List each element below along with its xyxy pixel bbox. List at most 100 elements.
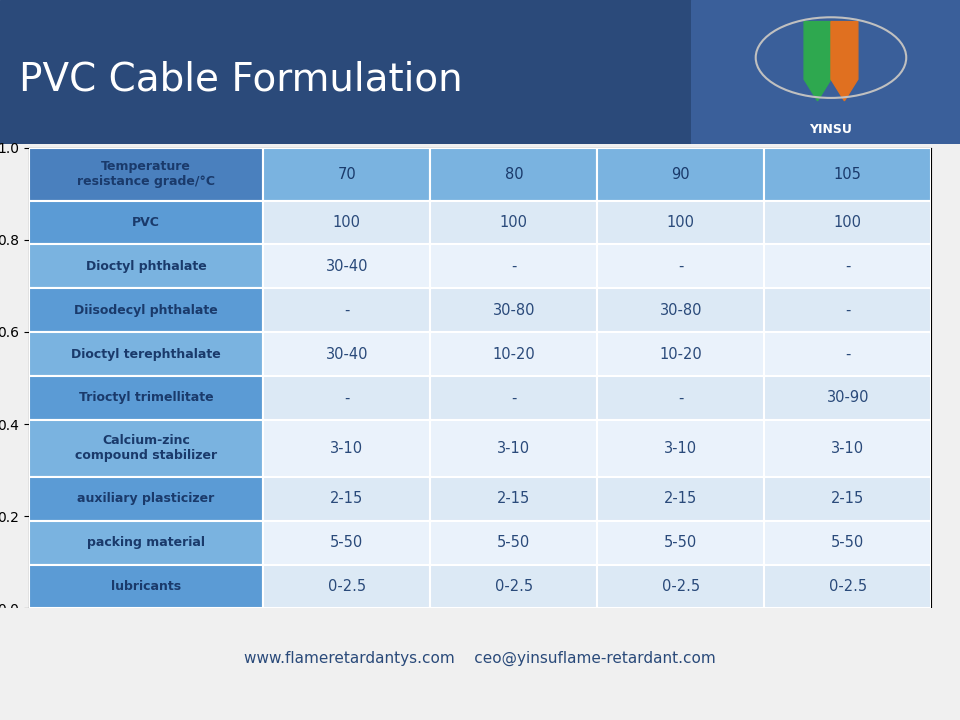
Text: 70: 70 [338,166,356,181]
Text: 3-10: 3-10 [330,441,364,456]
Text: 5-50: 5-50 [330,535,364,550]
Text: -: - [511,259,516,274]
Text: 100: 100 [667,215,695,230]
Bar [764,564,931,608]
Text: 0-2.5: 0-2.5 [494,579,533,594]
Text: www.flameretardantys.com    ceo@yinsuflame-retardant.com: www.flameretardantys.com ceo@yinsuflame-… [244,651,716,666]
Bar [764,420,931,477]
Text: Temperature
resistance grade/°C: Temperature resistance grade/°C [77,160,215,188]
Bar [764,477,931,521]
Text: -: - [511,390,516,405]
Text: Dioctyl terephthalate: Dioctyl terephthalate [71,348,221,361]
Bar [764,245,931,288]
Polygon shape [831,22,858,101]
Bar [263,376,430,420]
Bar [29,564,263,608]
Bar [263,288,430,332]
Text: 3-10: 3-10 [831,441,864,456]
Text: -: - [845,346,851,361]
Bar [430,245,597,288]
Text: Trioctyl trimellitate: Trioctyl trimellitate [79,392,213,405]
Text: -: - [678,259,684,274]
Text: 30-90: 30-90 [827,390,869,405]
Text: lubricants: lubricants [111,580,181,593]
Text: -: - [845,302,851,318]
Text: Dioctyl phthalate: Dioctyl phthalate [85,260,206,273]
Text: 0-2.5: 0-2.5 [661,579,700,594]
Text: YINSU: YINSU [365,382,595,448]
Bar [263,332,430,376]
Text: auxiliary plasticizer: auxiliary plasticizer [78,492,215,505]
Text: 5-50: 5-50 [664,535,697,550]
Bar [764,521,931,564]
Text: 3-10: 3-10 [664,441,697,456]
Text: PVC: PVC [132,216,160,229]
Bar [430,420,597,477]
Bar [263,477,430,521]
Bar [430,477,597,521]
Bar [597,245,764,288]
Bar [29,420,263,477]
Text: 100: 100 [833,215,862,230]
Text: 30-40: 30-40 [325,259,368,274]
Text: 90: 90 [671,166,690,181]
Text: 80: 80 [505,166,523,181]
Bar [764,376,931,420]
Polygon shape [804,22,831,101]
Text: 5-50: 5-50 [831,535,864,550]
Bar [263,201,430,245]
Bar [597,201,764,245]
Bar [430,521,597,564]
Text: 0-2.5: 0-2.5 [327,579,366,594]
Bar [263,420,430,477]
Text: -: - [345,302,349,318]
Bar [263,564,430,608]
Bar [597,564,764,608]
Bar [263,521,430,564]
Bar [29,521,263,564]
Text: 2-15: 2-15 [664,491,697,506]
Bar [29,245,263,288]
Bar [764,332,931,376]
Text: 2-15: 2-15 [330,491,364,506]
Bar [263,245,430,288]
Bar [29,477,263,521]
Text: 10-20: 10-20 [660,346,702,361]
Text: Calcium-zinc
compound stabilizer: Calcium-zinc compound stabilizer [75,434,217,462]
Bar [29,332,263,376]
Text: 30-40: 30-40 [325,346,368,361]
Bar [263,148,430,201]
Bar [430,148,597,201]
Bar [430,201,597,245]
Bar [430,288,597,332]
Text: 5-50: 5-50 [497,535,531,550]
Bar [430,376,597,420]
Text: packing material: packing material [87,536,205,549]
Bar [29,148,263,201]
Text: PVC Cable Formulation: PVC Cable Formulation [19,60,463,98]
Text: 2-15: 2-15 [497,491,531,506]
Text: 0-2.5: 0-2.5 [828,579,867,594]
Text: 2-15: 2-15 [831,491,864,506]
Bar [29,288,263,332]
Text: 100: 100 [333,215,361,230]
Text: 30-80: 30-80 [660,302,702,318]
Bar [597,521,764,564]
Bar [597,420,764,477]
Bar [764,288,931,332]
Bar [764,201,931,245]
Bar [29,201,263,245]
Bar [597,148,764,201]
Bar [764,148,931,201]
Text: YINSU: YINSU [809,123,852,136]
Text: Diisodecyl phthalate: Diisodecyl phthalate [74,304,218,317]
Text: -: - [345,390,349,405]
Text: 105: 105 [834,166,862,181]
Bar [597,288,764,332]
Text: 3-10: 3-10 [497,441,531,456]
Text: 30-80: 30-80 [492,302,535,318]
Bar [597,376,764,420]
Text: -: - [678,390,684,405]
Bar [597,332,764,376]
Bar [29,376,263,420]
